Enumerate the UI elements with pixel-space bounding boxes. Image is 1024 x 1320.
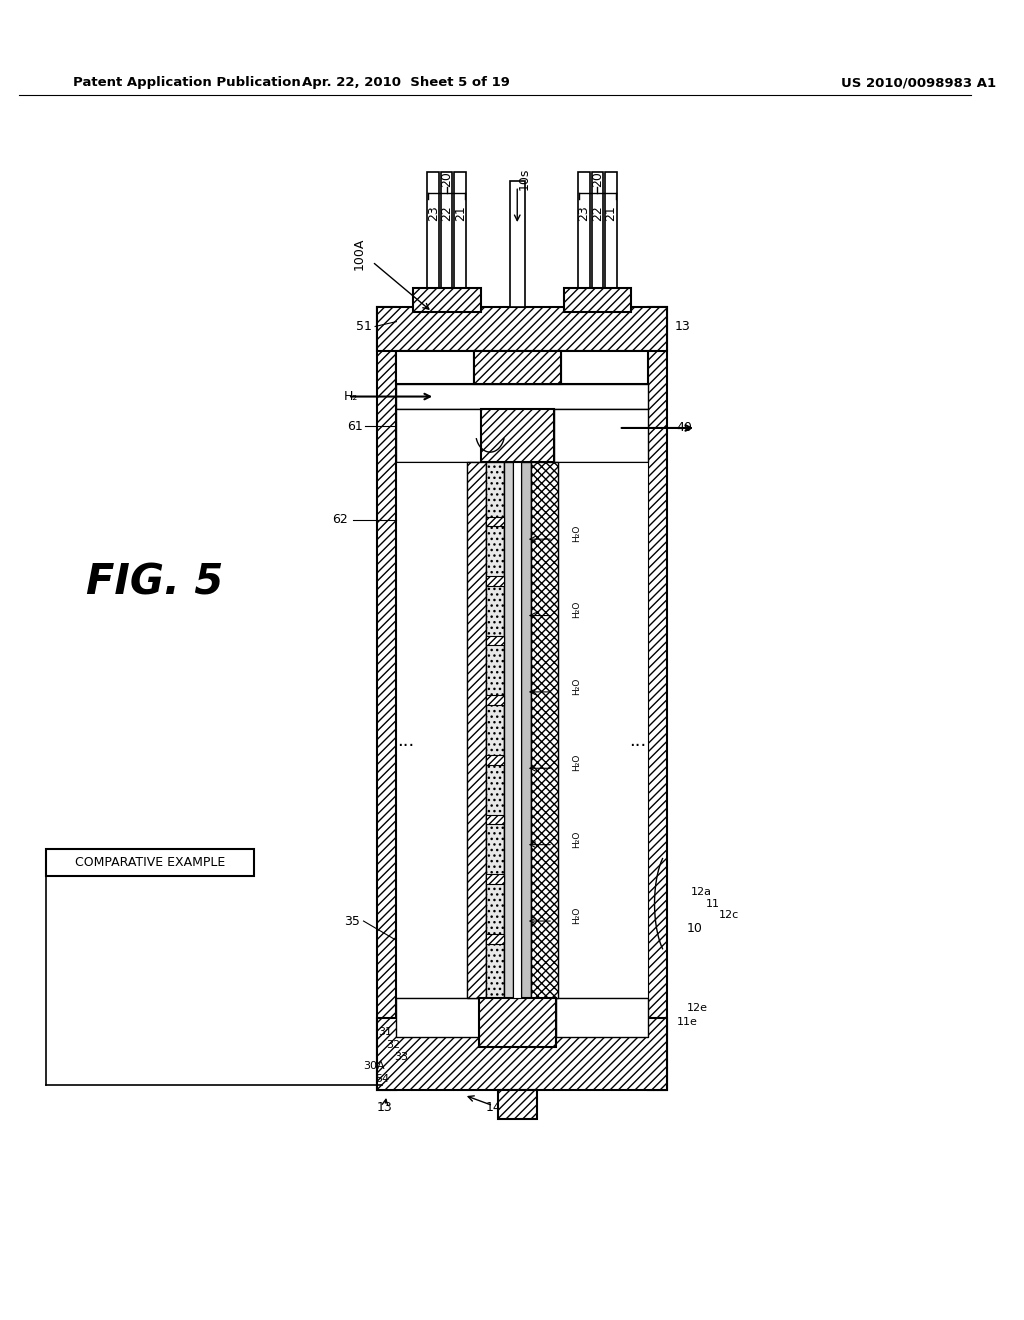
Text: 14: 14 [485, 1101, 501, 1114]
Text: ...: ... [630, 731, 647, 750]
Text: 10s: 10s [517, 168, 530, 190]
Text: H₂O: H₂O [572, 830, 582, 847]
Bar [474, 351, 561, 384]
Bar [480, 409, 554, 462]
Text: 33: 33 [394, 1052, 408, 1063]
Bar [396, 462, 467, 998]
Bar [554, 409, 648, 462]
Text: 11: 11 [706, 899, 720, 908]
Text: 61: 61 [347, 420, 362, 433]
Text: 12e: 12e [686, 1003, 708, 1012]
Text: US 2010/0098983 A1: US 2010/0098983 A1 [841, 77, 996, 90]
Text: H₂O: H₂O [572, 601, 582, 618]
Bar [396, 351, 474, 384]
Text: H₂O: H₂O [572, 524, 582, 543]
Bar [579, 172, 590, 308]
Bar [427, 172, 439, 308]
Text: 20: 20 [440, 172, 454, 187]
Bar [530, 462, 558, 998]
Text: 30A: 30A [364, 1061, 385, 1071]
Bar [486, 696, 504, 705]
Text: H₂: H₂ [343, 389, 357, 403]
Text: 21: 21 [454, 206, 467, 222]
Bar [556, 998, 648, 1038]
Bar [377, 308, 396, 1090]
Bar [377, 1018, 667, 1090]
Text: 12c: 12c [719, 911, 738, 920]
Bar [558, 462, 648, 998]
Text: 13: 13 [377, 1101, 392, 1114]
Bar [510, 181, 525, 308]
Text: 22: 22 [440, 206, 454, 222]
Bar [648, 308, 667, 1090]
Bar [486, 462, 504, 998]
Bar [46, 849, 254, 875]
Text: 11e: 11e [677, 1016, 697, 1027]
Text: 31: 31 [379, 1027, 392, 1038]
Bar [486, 755, 504, 764]
Bar [486, 636, 504, 645]
Text: H₂O: H₂O [572, 754, 582, 771]
Text: 22: 22 [591, 206, 604, 222]
Bar [396, 998, 478, 1038]
Text: 21: 21 [604, 206, 617, 222]
Bar [521, 462, 530, 998]
Bar [377, 308, 667, 351]
Text: 13: 13 [675, 319, 690, 333]
Text: 23: 23 [427, 206, 439, 222]
Bar [478, 998, 556, 1047]
Text: H₂O: H₂O [572, 677, 582, 694]
Text: Patent Application Publication: Patent Application Publication [73, 77, 300, 90]
Text: 23: 23 [578, 206, 591, 222]
Bar [486, 814, 504, 825]
Bar [592, 172, 603, 308]
Bar [498, 1090, 537, 1119]
Text: 10: 10 [686, 923, 702, 936]
Bar [563, 288, 632, 312]
Bar [441, 172, 453, 308]
Text: COMPARATIVE EXAMPLE: COMPARATIVE EXAMPLE [75, 855, 225, 869]
Text: FIG. 5: FIG. 5 [86, 561, 223, 603]
Text: H₂O: H₂O [572, 907, 582, 924]
Bar [561, 351, 648, 384]
Text: 40: 40 [677, 421, 692, 434]
Bar [605, 172, 616, 308]
Text: 62: 62 [333, 513, 348, 527]
Text: 32: 32 [386, 1040, 400, 1049]
Bar [486, 874, 504, 884]
Text: 12a: 12a [691, 887, 713, 898]
Bar [396, 384, 648, 409]
Bar [513, 462, 521, 998]
Bar [455, 172, 466, 308]
Bar [486, 577, 504, 586]
Text: Apr. 22, 2010  Sheet 5 of 19: Apr. 22, 2010 Sheet 5 of 19 [302, 77, 510, 90]
Text: 54: 54 [376, 1073, 389, 1084]
Text: 20: 20 [591, 172, 604, 187]
Bar [413, 288, 480, 312]
Text: 51: 51 [356, 319, 372, 333]
Bar [504, 462, 513, 998]
Bar [486, 935, 504, 944]
Text: 35: 35 [344, 915, 359, 928]
Text: ...: ... [397, 731, 415, 750]
Bar [396, 409, 480, 462]
Bar [467, 462, 486, 998]
Bar [486, 516, 504, 527]
Text: 100A: 100A [352, 238, 366, 271]
